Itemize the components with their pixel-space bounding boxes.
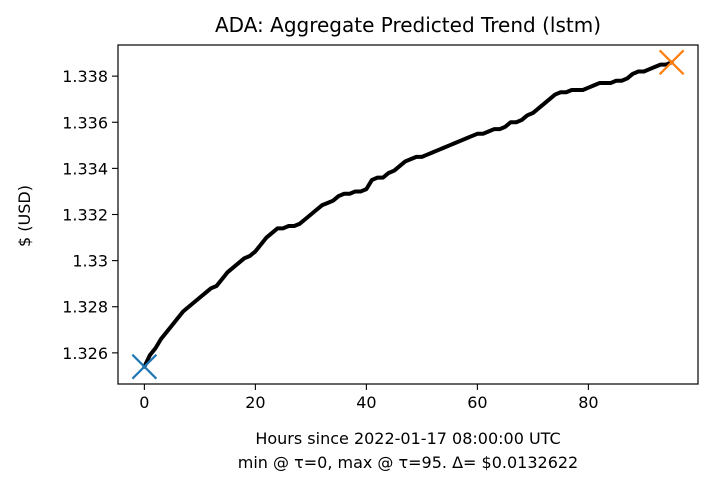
y-tick-label: 1.332	[62, 206, 108, 225]
x-tick-label: 60	[467, 393, 487, 412]
y-tick-label: 1.328	[62, 298, 108, 317]
chart-title: ADA: Aggregate Predicted Trend (lstm)	[215, 13, 601, 37]
y-axis-label: $ (USD)	[15, 185, 34, 247]
max-marker-stroke	[658, 49, 685, 76]
x-tick-label: 80	[578, 393, 598, 412]
axes-frame	[117, 44, 699, 385]
min-marker-stroke	[131, 353, 158, 380]
min-marker	[131, 353, 158, 380]
x-tick-label: 20	[245, 393, 265, 412]
max-marker	[658, 49, 685, 76]
x-tick-label: 0	[139, 393, 149, 412]
x-axis-label-subtitle: min @ τ=0, max @ τ=95. Δ= $0.0132622	[238, 453, 578, 472]
y-tick-label: 1.326	[62, 344, 108, 363]
x-axis-label: Hours since 2022-01-17 08:00:00 UTC	[255, 429, 560, 448]
x-tick-label: 40	[356, 393, 376, 412]
series-line	[142, 60, 674, 369]
y-tick-label: 1.338	[62, 67, 108, 86]
y-tick-label: 1.33	[72, 252, 108, 271]
x-axis: 0 20 40 60 80	[139, 384, 599, 412]
y-tick-label: 1.334	[62, 159, 108, 178]
plot-area	[131, 49, 685, 380]
y-axis: 1.326 1.328 1.33 1.332 1.334 1.336 1.338	[62, 67, 118, 363]
y-tick-label: 1.336	[62, 113, 108, 132]
